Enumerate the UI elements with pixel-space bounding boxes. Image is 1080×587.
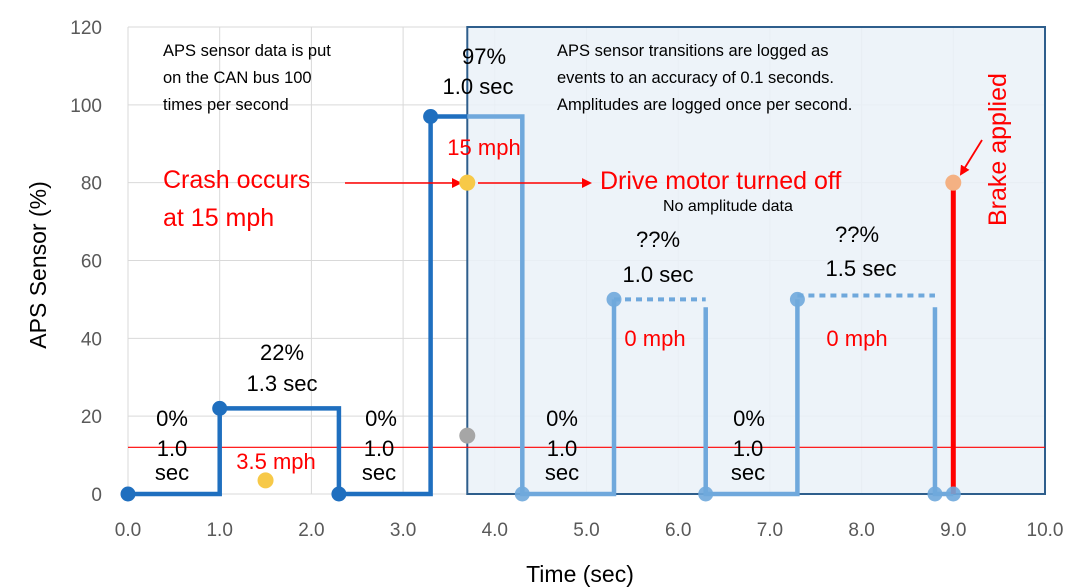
y-tick-label: 20 (81, 407, 102, 428)
label-22-duration: 1.3 sec (247, 371, 318, 396)
label-z4-unit: sec (731, 460, 765, 485)
label-z3-pct: 0% (546, 406, 578, 431)
data-point-marker (945, 174, 962, 191)
data-point-marker (606, 291, 622, 307)
x-tick-label: 9.0 (940, 520, 966, 541)
label-crash-line-2: at 15 mph (163, 204, 274, 232)
note-right-line-3: Amplitudes are logged once per second. (557, 96, 852, 114)
data-point-marker (257, 472, 274, 489)
series-line-2 (703, 299, 800, 497)
x-tick-label: 1.0 (206, 520, 232, 541)
x-axis-title: Time (sec) (526, 561, 634, 587)
label-z2-pct: 0% (365, 406, 397, 431)
label-q1-duration: 1.0 sec (623, 262, 694, 287)
x-tick-label: 6.0 (665, 520, 691, 541)
data-point-marker (423, 109, 439, 125)
x-tick-label: 2.0 (298, 520, 324, 541)
note-right-line-1: APS sensor transitions are logged as (557, 42, 829, 60)
label-97-duration: 1.0 sec (443, 74, 514, 99)
event-log-region (466, 26, 1047, 495)
data-point-marker (459, 174, 476, 191)
data-point-marker (927, 486, 943, 502)
label-15-mph: 15 mph (447, 135, 520, 160)
note-left-line-3: times per second (163, 96, 289, 114)
markers-group (120, 109, 962, 502)
note-left-line-2: on the CAN bus 100 (163, 69, 312, 87)
label-z4-pct: 0% (733, 406, 765, 431)
label-97-pct: 97% (462, 44, 506, 69)
x-tick-label: 7.0 (757, 520, 783, 541)
y-tick-label: 80 (81, 174, 102, 195)
label-zero-mph-1: 0 mph (624, 326, 685, 351)
data-point-marker (789, 291, 805, 307)
x-tick-label: 10.0 (1027, 520, 1064, 541)
label-z1-unit: sec (155, 460, 189, 485)
y-tick-label: 100 (70, 96, 102, 117)
y-tick-label: 120 (70, 18, 102, 39)
note-right-line-2: events to an accuracy of 0.1 seconds. (557, 69, 834, 87)
x-tick-label: 0.0 (115, 520, 141, 541)
label-z4-value: 1.0 (733, 436, 764, 461)
label-z1-value: 1.0 (157, 436, 188, 461)
label-crash-line-1: Crash occurs (163, 166, 310, 194)
data-point-marker (120, 486, 136, 502)
label-drive-motor-off: Drive motor turned off (600, 167, 841, 195)
x-tick-label: 8.0 (848, 520, 874, 541)
x-tick-label: 5.0 (573, 520, 599, 541)
label-z3-value: 1.0 (547, 436, 578, 461)
brake-arrow (959, 139, 983, 176)
label-22-pct: 22% (260, 340, 304, 365)
label-q2-pct: ??% (835, 222, 879, 247)
y-tick-label: 60 (81, 252, 102, 273)
series-line-0 (128, 114, 468, 497)
y-tick-label: 40 (81, 329, 102, 350)
label-zero-mph-2: 0 mph (826, 326, 887, 351)
note-left-line-1: APS sensor data is put (163, 42, 331, 60)
label-no-amplitude-data: No amplitude data (663, 198, 793, 215)
data-point-marker (212, 400, 228, 416)
data-point-marker (514, 486, 530, 502)
label-brake-applied: Brake applied (984, 73, 1012, 226)
data-point-marker (698, 486, 714, 502)
label-q2-duration: 1.5 sec (826, 256, 897, 281)
data-point-marker (459, 427, 476, 444)
y-axis-title: APS Sensor (%) (25, 181, 51, 348)
data-point-marker (331, 486, 347, 502)
label-z2-unit: sec (362, 460, 396, 485)
tick-labels: 0.0 1.0 2.0 3.0 4.0 5.0 6.0 7.0 8.0 9.0 10.0 0 20 40 6… (70, 18, 1063, 541)
label-3-5-mph: 3.5 mph (236, 449, 316, 474)
label-z2-value: 1.0 (364, 436, 395, 461)
y-tick-label: 0 (91, 485, 102, 506)
x-tick-label: 3.0 (390, 520, 416, 541)
x-tick-label: 4.0 (482, 520, 508, 541)
label-q1-pct: ??% (636, 227, 680, 252)
data-point-marker (945, 486, 961, 502)
label-z1-pct: 0% (156, 406, 188, 431)
label-z3-unit: sec (545, 460, 579, 485)
